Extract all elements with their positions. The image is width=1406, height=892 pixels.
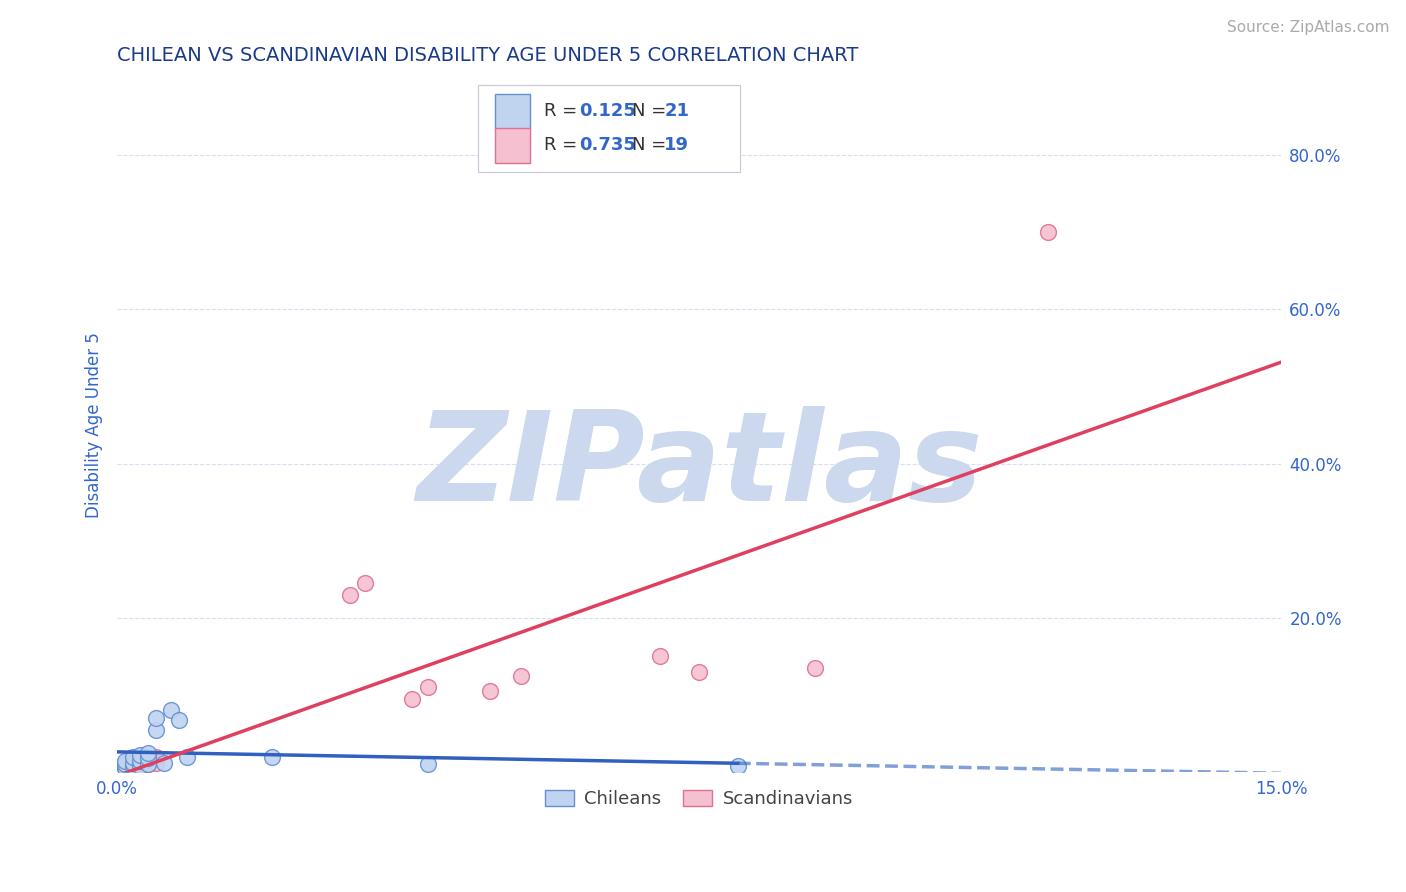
Point: [339, 588, 361, 602]
Point: [727, 759, 749, 773]
Point: [688, 665, 710, 679]
Text: 19: 19: [664, 136, 689, 154]
Point: [354, 576, 377, 591]
Point: [121, 749, 143, 764]
Point: [804, 661, 827, 675]
Point: [152, 756, 174, 770]
Point: [145, 749, 167, 764]
Text: Source: ZipAtlas.com: Source: ZipAtlas.com: [1226, 20, 1389, 35]
Point: [114, 761, 136, 775]
Point: [129, 756, 152, 770]
Point: [121, 759, 143, 773]
Point: [145, 756, 167, 770]
Text: R =: R =: [544, 136, 583, 154]
Point: [114, 761, 136, 775]
Point: [136, 757, 159, 772]
Point: [416, 757, 439, 772]
Point: [509, 668, 531, 682]
Point: [136, 751, 159, 765]
Point: [167, 713, 190, 727]
Point: [262, 749, 284, 764]
Text: R =: R =: [544, 103, 583, 120]
Text: N =: N =: [631, 103, 672, 120]
Y-axis label: Disability Age Under 5: Disability Age Under 5: [86, 332, 103, 518]
FancyBboxPatch shape: [495, 94, 530, 128]
Point: [416, 680, 439, 694]
Point: [114, 757, 136, 772]
Text: 0.735: 0.735: [579, 136, 636, 154]
Point: [129, 754, 152, 768]
FancyBboxPatch shape: [495, 128, 530, 162]
Point: [121, 756, 143, 770]
Point: [114, 757, 136, 772]
Point: [1038, 225, 1060, 239]
FancyBboxPatch shape: [478, 85, 740, 171]
Point: [129, 754, 152, 768]
Text: 21: 21: [664, 103, 689, 120]
Point: [114, 754, 136, 768]
Legend: Chileans, Scandinavians: Chileans, Scandinavians: [537, 782, 860, 815]
Point: [145, 723, 167, 737]
Point: [650, 649, 672, 664]
Point: [401, 691, 423, 706]
Point: [121, 759, 143, 773]
Point: [176, 749, 198, 764]
Point: [136, 757, 159, 772]
Point: [136, 746, 159, 760]
Text: 0.125: 0.125: [579, 103, 636, 120]
Text: ZIPatlas: ZIPatlas: [416, 406, 983, 527]
Point: [160, 703, 183, 717]
Text: N =: N =: [631, 136, 672, 154]
Point: [129, 759, 152, 773]
Point: [136, 751, 159, 765]
Point: [129, 748, 152, 763]
Point: [478, 684, 501, 698]
Point: [145, 711, 167, 725]
Text: CHILEAN VS SCANDINAVIAN DISABILITY AGE UNDER 5 CORRELATION CHART: CHILEAN VS SCANDINAVIAN DISABILITY AGE U…: [117, 46, 859, 65]
